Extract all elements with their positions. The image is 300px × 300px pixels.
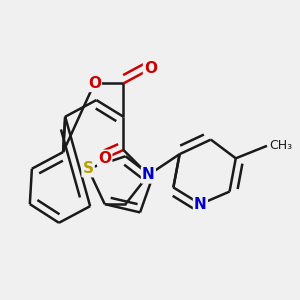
Text: S: S bbox=[82, 161, 94, 176]
Text: N: N bbox=[142, 167, 155, 182]
Text: CH₃: CH₃ bbox=[269, 139, 292, 152]
Text: O: O bbox=[144, 61, 157, 76]
Text: N: N bbox=[194, 196, 207, 211]
Text: O: O bbox=[98, 151, 111, 166]
Text: O: O bbox=[88, 76, 101, 91]
